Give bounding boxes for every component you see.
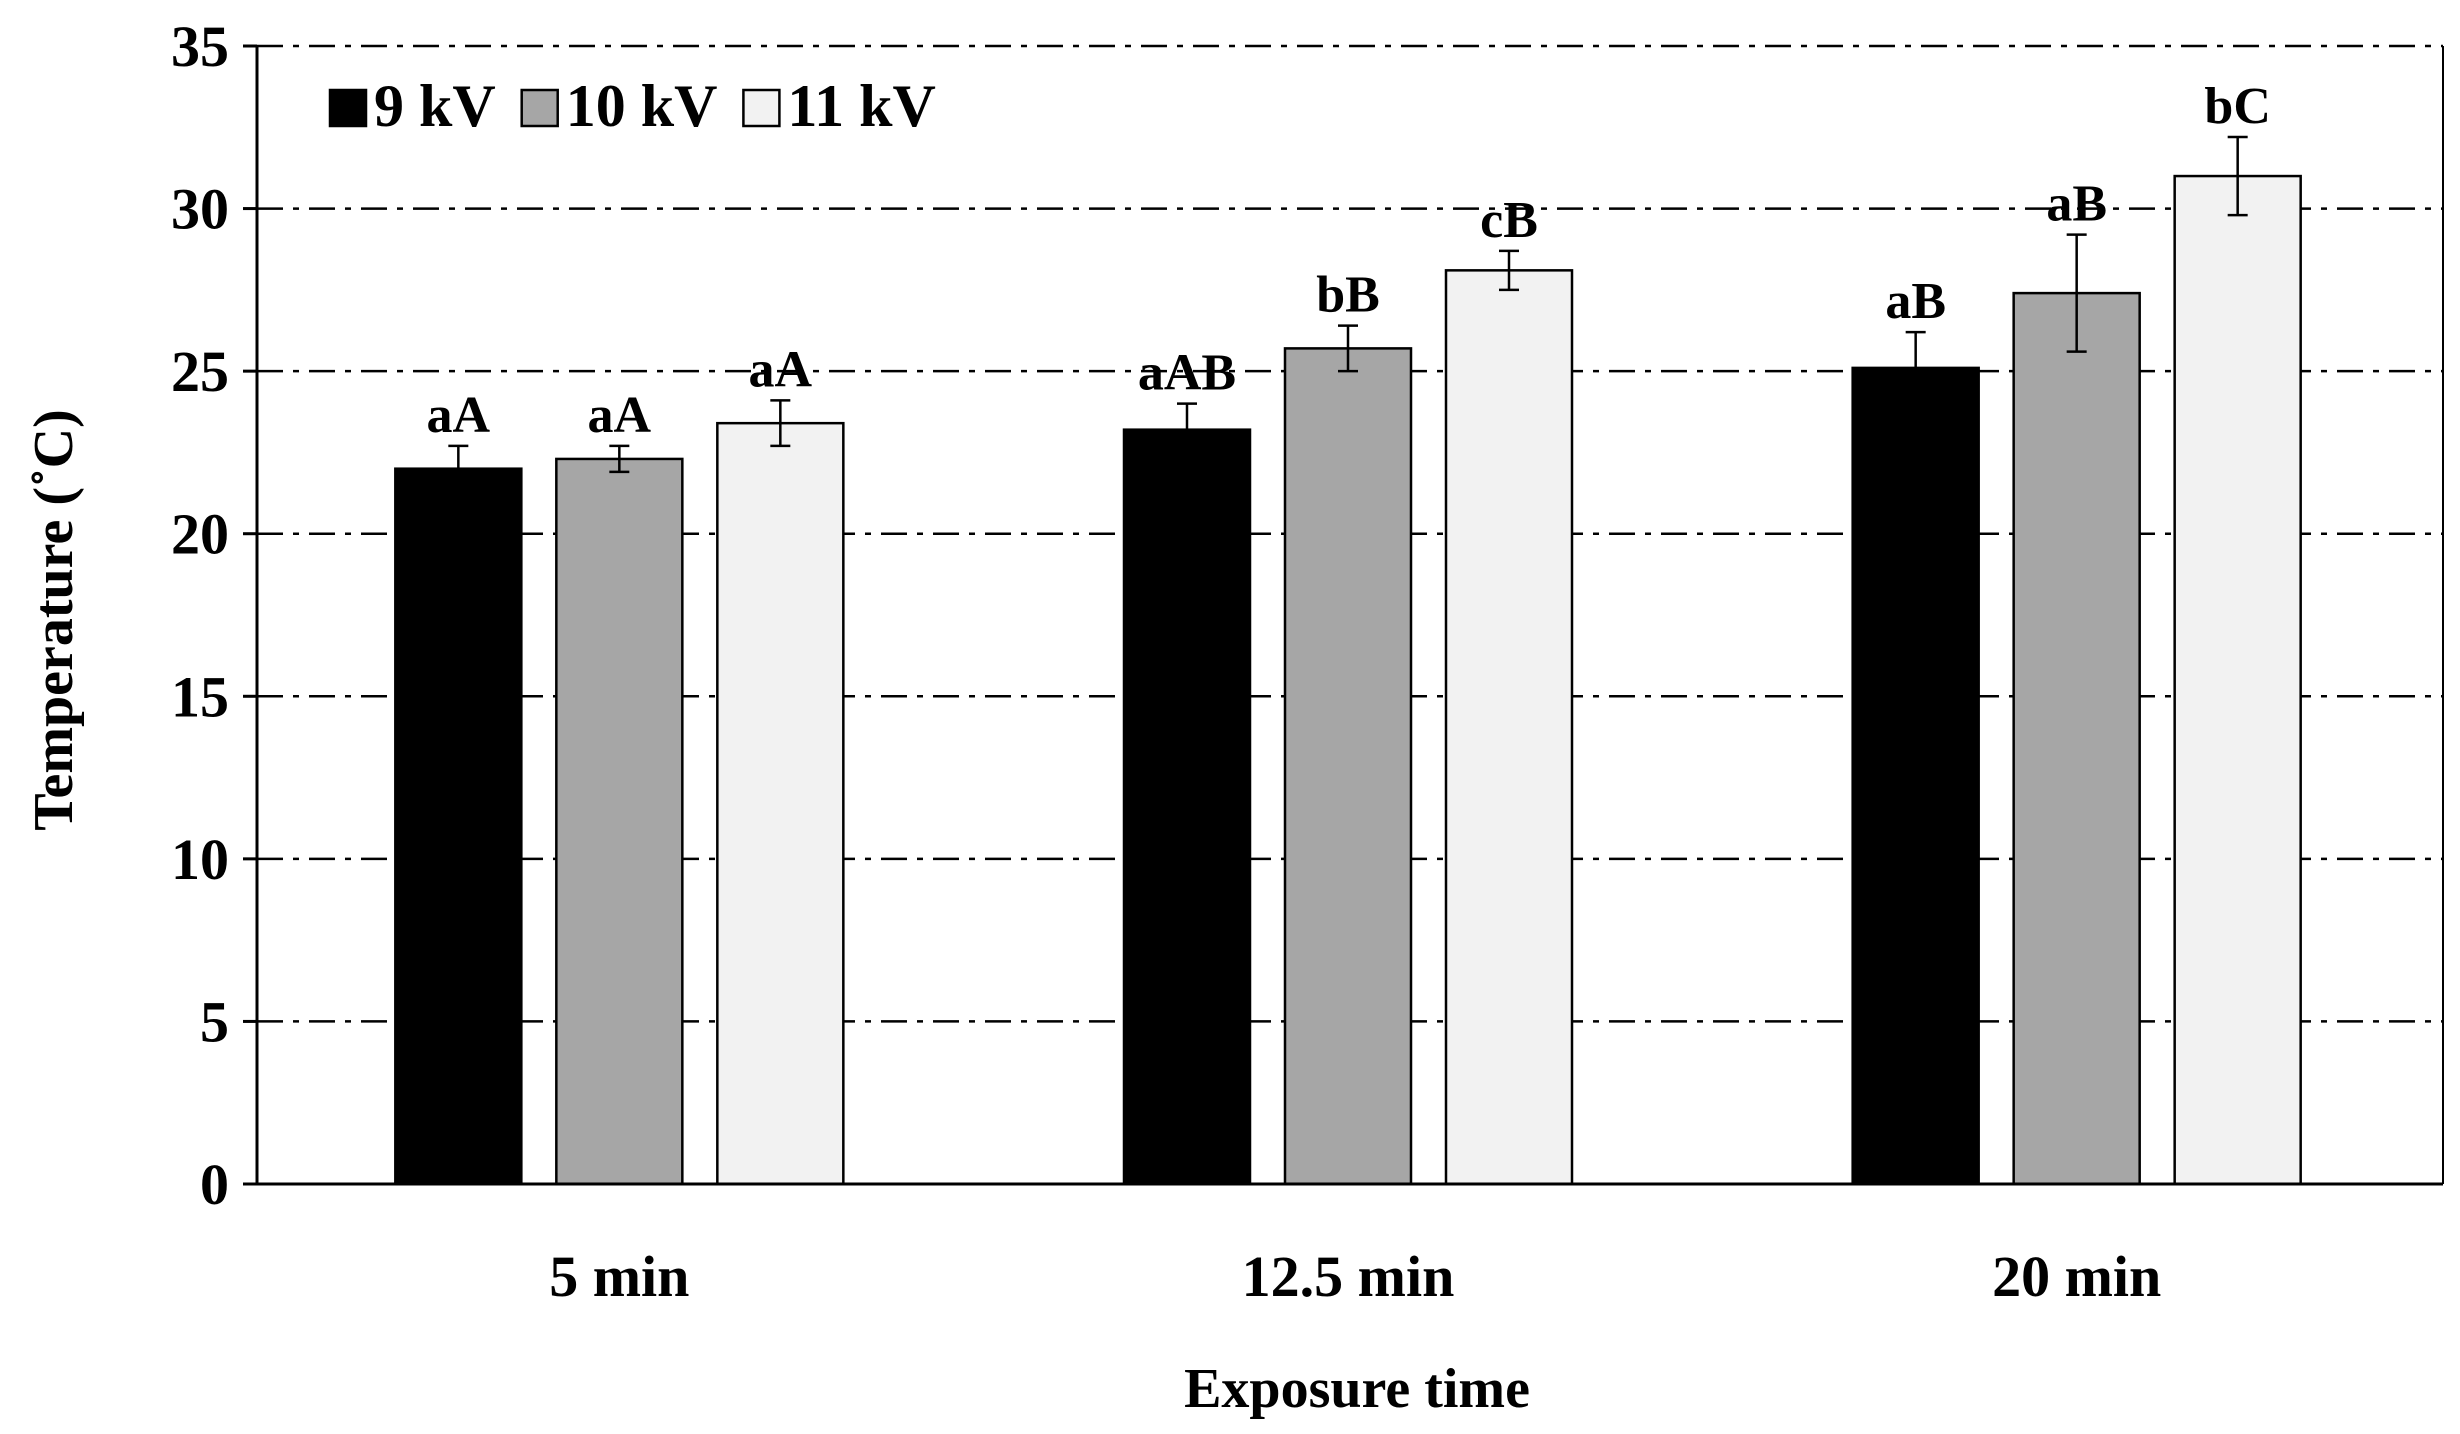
bar [716, 421, 845, 1186]
axes [243, 44, 2444, 1186]
significance-label: bB [1316, 267, 1380, 324]
legend-label: 11 kV [787, 73, 935, 139]
legend-swatch [742, 88, 781, 128]
x-category-label: 5 min [549, 1244, 689, 1309]
legend-swatch [328, 88, 368, 128]
bar [1851, 366, 1980, 1186]
y-tick-label: 5 [200, 989, 229, 1054]
significance-labels: aA aA aA aAB bB cB aB aB bC [427, 78, 2271, 444]
significance-label: aB [2046, 176, 2107, 233]
significance-label: bC [2204, 78, 2270, 135]
bar [1122, 428, 1252, 1186]
y-tick-label: 35 [171, 14, 229, 79]
significance-label: aB [1885, 273, 1946, 330]
y-tick-label: 25 [171, 339, 229, 404]
y-tick-label: 15 [171, 664, 229, 729]
significance-label: aAB [1138, 345, 1236, 402]
bar [1444, 269, 1574, 1186]
x-category-label: 20 min [1992, 1244, 2161, 1309]
significance-label: aA [588, 387, 652, 444]
significance-label: aA [749, 341, 813, 398]
y-axis-title: Temperature (˚C) [23, 409, 85, 830]
bar [555, 457, 684, 1186]
legend-label: 10 kV [566, 73, 718, 139]
y-tick-label: 10 [171, 827, 229, 892]
bar [2173, 174, 2302, 1186]
bar [1283, 347, 1413, 1186]
y-tick-label: 0 [200, 1152, 229, 1217]
bar [394, 467, 523, 1186]
legend: 9 kV 10 kV 11 kV [328, 73, 936, 139]
significance-label: cB [1480, 192, 1538, 249]
legend-swatch [520, 88, 559, 128]
x-category-labels: 5 min 12.5 min 20 min [549, 1244, 2161, 1309]
bars [394, 174, 2302, 1186]
bar [2012, 291, 2141, 1186]
significance-label: aA [427, 387, 491, 444]
legend-label: 9 kV [374, 73, 496, 139]
error-bars [448, 135, 2248, 493]
y-tick-labels: 0 5 10 15 20 25 30 35 [171, 14, 229, 1217]
y-tick-label: 20 [171, 502, 229, 567]
x-axis-title: Exposure time [1184, 1358, 1530, 1420]
x-category-label: 12.5 min [1242, 1244, 1455, 1309]
y-tick-label: 30 [171, 177, 229, 242]
